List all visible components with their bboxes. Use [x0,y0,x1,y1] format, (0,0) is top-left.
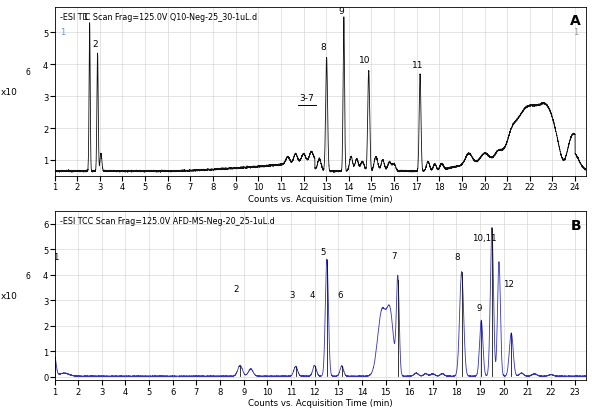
Text: 4: 4 [310,290,316,299]
Text: 1: 1 [83,13,89,22]
Text: 6: 6 [25,67,31,76]
Text: 2: 2 [234,284,239,293]
Text: 6: 6 [337,290,343,299]
Text: 2: 2 [92,40,98,48]
Text: 3: 3 [289,290,295,299]
Text: 10: 10 [359,55,371,64]
Text: 9: 9 [476,303,481,312]
Text: 1: 1 [53,252,59,261]
Text: 11: 11 [412,61,423,70]
Text: 12: 12 [503,279,514,288]
Text: 10,11: 10,11 [472,233,497,242]
Text: 8: 8 [320,43,326,52]
Text: 3-7: 3-7 [300,94,314,103]
Text: 7: 7 [392,251,397,260]
X-axis label: Counts vs. Acquisition Time (min): Counts vs. Acquisition Time (min) [248,399,393,408]
Text: -ESI TCC Scan Frag=125.0V AFD-MS-Neg-20_25-1uL.d: -ESI TCC Scan Frag=125.0V AFD-MS-Neg-20_… [60,217,275,226]
Text: 1: 1 [60,28,65,37]
Text: B: B [571,218,581,233]
Text: 6: 6 [25,271,31,280]
Text: 9: 9 [338,7,344,16]
Text: 1: 1 [573,28,578,37]
Text: -ESI TIC Scan Frag=125.0V Q10-Neg-25_30-1uL.d: -ESI TIC Scan Frag=125.0V Q10-Neg-25_30-… [60,13,257,22]
Text: 5: 5 [321,247,326,256]
Text: x10: x10 [1,292,17,301]
Text: x10: x10 [1,88,17,97]
X-axis label: Counts vs. Acquisition Time (min): Counts vs. Acquisition Time (min) [248,195,393,204]
Text: A: A [570,14,581,28]
Text: 8: 8 [455,252,461,261]
